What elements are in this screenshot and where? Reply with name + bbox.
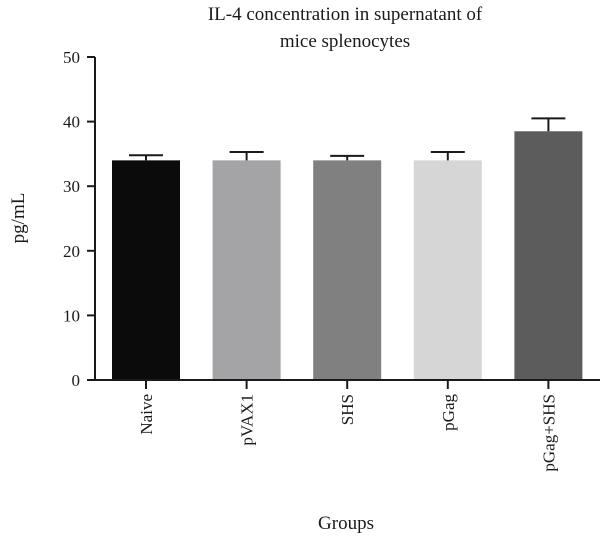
bar-1 bbox=[212, 160, 281, 380]
x-tick-label-1: pVAX1 bbox=[238, 394, 257, 446]
error-bars-group bbox=[129, 117, 566, 161]
y-tick-label-0: 0 bbox=[72, 371, 81, 390]
y-tick-label-3: 30 bbox=[63, 177, 80, 196]
x-tick-label-2: SHS bbox=[338, 394, 357, 425]
y-tick-label-2: 20 bbox=[63, 242, 80, 261]
chart-title-line-2: mice splenocytes bbox=[280, 31, 410, 52]
bars-group bbox=[112, 131, 583, 380]
x-tick-label-3: pGag bbox=[439, 394, 458, 431]
y-tick-label-5: 50 bbox=[63, 48, 80, 67]
y-tick-label-4: 40 bbox=[63, 113, 80, 132]
bar-3 bbox=[413, 160, 482, 380]
x-axis-label: Groups bbox=[318, 513, 374, 534]
y-tick-label-1: 10 bbox=[63, 306, 80, 325]
x-tick-label-4: pGag+SHS bbox=[539, 394, 558, 472]
y-axis-label: pg/mL bbox=[8, 193, 29, 244]
chart-title-line-1: IL-4 concentration in supernatant of bbox=[208, 4, 483, 25]
x-tick-label-0: Naive bbox=[137, 394, 156, 435]
bar-0 bbox=[112, 160, 180, 380]
bar-2 bbox=[313, 160, 382, 380]
y-ticks-group: 0 10 20 30 40 50 bbox=[63, 48, 95, 390]
bar-4 bbox=[514, 131, 583, 380]
x-ticks-group: Naive pVAX1 SHS pGag pGag+SHS bbox=[137, 380, 558, 472]
